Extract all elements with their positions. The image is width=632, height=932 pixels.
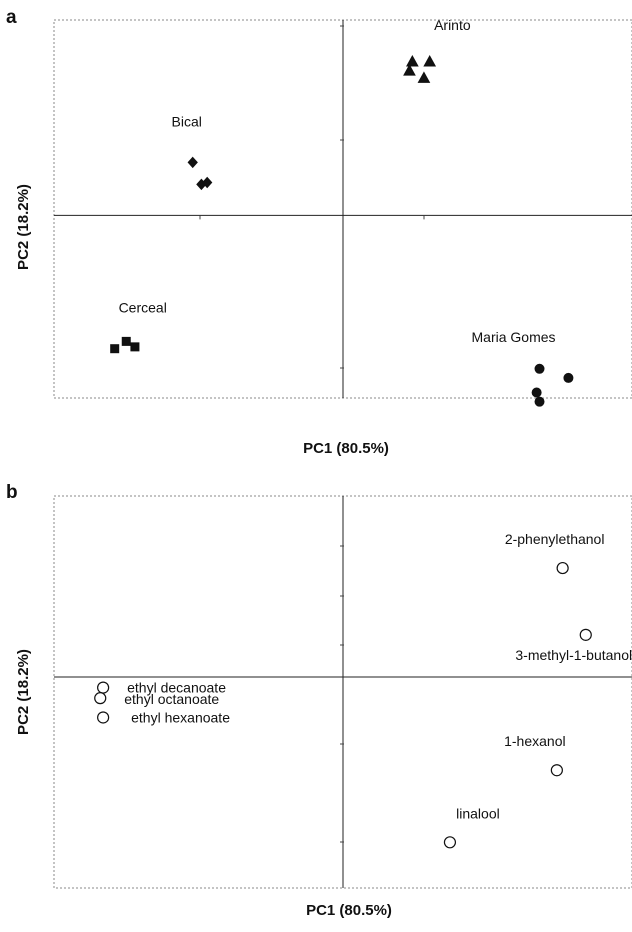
panel-b-x-axis-title: PC1 (80.5%) [306,902,392,919]
chart1-loading-0: 2-phenylethanol [505,531,605,575]
panel-a: a PC1 (80.5%) PC2 (18.2%) Arinto Bical Cer… [6,7,632,457]
chart1-loading-3: ethyl octanoate [94,691,219,707]
chart0-series-cerceal: Cerceal [110,300,167,354]
chart0-point-3-2 [534,396,545,407]
chart1-point-4 [97,711,110,724]
chart0-point-3-3 [563,372,574,383]
panel-b-y-axis-title: PC2 (18.2%) [15,649,32,735]
chart0-series-label-1: Bical [172,113,202,129]
chart1-loading-1: 3-methyl-1-butanol [515,628,632,663]
chart1-point-label-2: ethyl decanoate [127,680,226,696]
chart0-series-arinto: Arinto [403,17,471,83]
chart0-series-label-3: Maria Gomes [472,329,556,345]
chart1-point-label-5: 1-hexanol [504,733,566,749]
chart1-point-1 [579,628,592,641]
chart0-point-0-0 [406,54,419,67]
chart1-point-label-1: 3-methyl-1-butanol [515,647,632,663]
chart1-point-2 [97,681,110,694]
panel-b-letter: b [6,482,18,503]
chart0-point-3-0 [534,363,545,374]
chart0-series-label-0: Arinto [434,17,471,33]
chart0-series-bical: Bical [172,113,213,191]
panel-b: b PC1 (80.5%) PC2 (18.2%) 2-phenylethano… [6,482,632,919]
chart0-point-2-1 [121,336,131,346]
chart0-point-1-0 [187,156,198,169]
panel-a-y-axis-title: PC2 (18.2%) [15,184,32,270]
chart0-point-2-0 [110,344,120,354]
chart1-point-label-6: linalool [456,805,500,821]
chart0-point-0-1 [423,54,437,67]
chart1-loading-4: ethyl hexanoate [97,709,230,725]
chart0-point-3-1 [531,387,542,398]
chart1-point-label-4: ethyl hexanoate [131,709,230,725]
chart1-point-3 [94,692,107,705]
chart1-loading-5: 1-hexanol [504,733,566,777]
chart0-point-0-2 [403,64,416,76]
chart1-loading-6: linalool [443,805,500,849]
chart1-point-0 [556,561,569,575]
chart1-point-5 [550,764,563,777]
chart0-point-2-2 [130,342,140,352]
panel-a-letter: a [6,7,17,28]
chart1-point-label-0: 2-phenylethanol [505,531,605,547]
panel-a-x-axis-title: PC1 (80.5%) [303,440,389,457]
chart0-point-0-3 [417,71,431,83]
chart0-series-maria-gomes: Maria Gomes [472,329,574,407]
chart1-point-label-3: ethyl octanoate [124,691,219,707]
chart0-series-label-2: Cerceal [119,300,167,316]
chart0-point-1-2 [201,176,213,189]
chart1-point-6 [443,836,457,849]
chart1-loading-2: ethyl decanoate [97,680,226,696]
